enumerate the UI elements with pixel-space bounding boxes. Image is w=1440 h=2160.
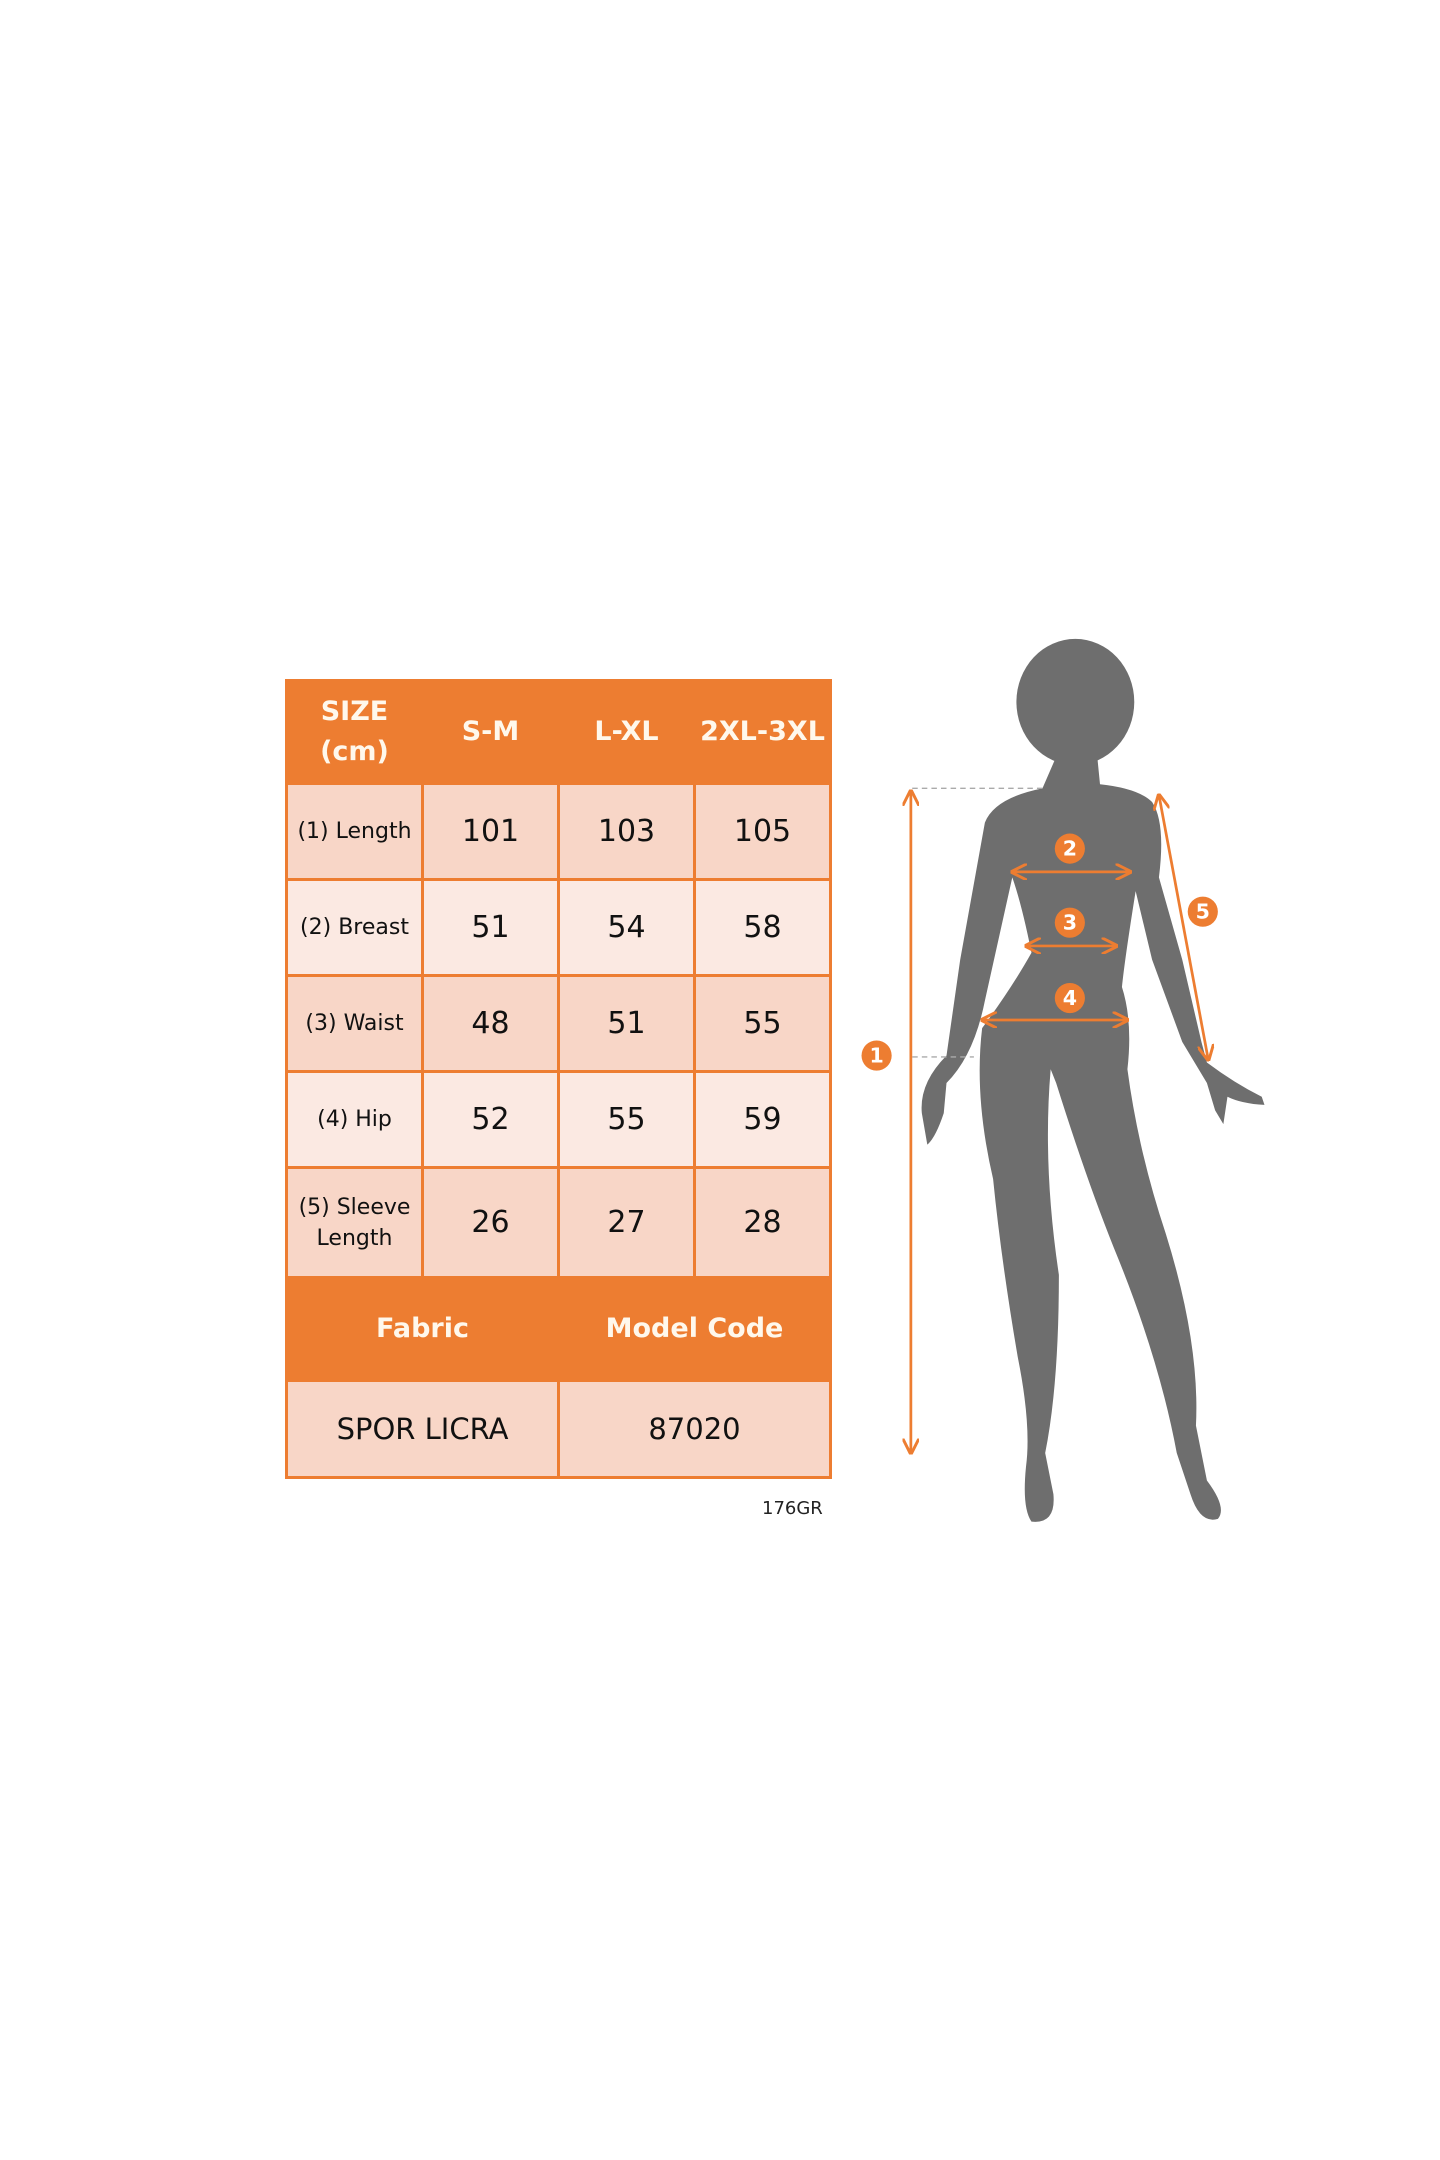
footer-value-row: SPOR LICRA 87020 xyxy=(285,1379,832,1479)
header-size: SIZE (cm) xyxy=(285,679,424,785)
table-row: (3) Waist 48 51 55 xyxy=(285,974,832,1073)
cell: 27 xyxy=(557,1166,696,1279)
cell: 58 xyxy=(693,878,832,977)
cell: 55 xyxy=(693,974,832,1073)
header-2xl-3xl: 2XL-3XL xyxy=(693,679,832,785)
header-l-xl: L-XL xyxy=(557,679,696,785)
model-code-value: 87020 xyxy=(557,1379,832,1479)
markers: 1 2 3 4 5 xyxy=(861,833,1218,1071)
header-model-code: Model Code xyxy=(557,1276,832,1382)
table-row: (1) Length 101 103 105 xyxy=(285,782,832,881)
weight-code: 176GR xyxy=(762,1498,823,1519)
cell: 105 xyxy=(693,782,832,881)
cell: 54 xyxy=(557,878,696,977)
head xyxy=(1016,638,1135,766)
cell: 59 xyxy=(693,1070,832,1169)
cell: 48 xyxy=(421,974,560,1073)
fabric-value: SPOR LICRA xyxy=(285,1379,560,1479)
table-row: (2) Breast 51 54 58 xyxy=(285,878,832,977)
cell: 55 xyxy=(557,1070,696,1169)
cell: 28 xyxy=(693,1166,832,1279)
sleeve-arrow xyxy=(1159,795,1208,1060)
footer-header-row: Fabric Model Code xyxy=(285,1276,832,1382)
marker-2: 2 xyxy=(1063,836,1077,860)
row-label: (5) Sleeve Length xyxy=(285,1166,424,1279)
row-label: (3) Waist xyxy=(285,974,424,1073)
cell: 26 xyxy=(421,1166,560,1279)
cell: 103 xyxy=(557,782,696,881)
marker-1: 1 xyxy=(869,1043,883,1067)
table-header-row: SIZE (cm) S-M L-XL 2XL-3XL xyxy=(285,679,832,785)
marker-4: 4 xyxy=(1063,986,1077,1010)
cell: 51 xyxy=(557,974,696,1073)
row-label: (1) Length xyxy=(285,782,424,881)
header-fabric: Fabric xyxy=(285,1276,560,1382)
cell: 101 xyxy=(421,782,560,881)
row-label: (4) Hip xyxy=(285,1070,424,1169)
cell: 51 xyxy=(421,878,560,977)
row-label: (2) Breast xyxy=(285,878,424,977)
body-measurement-figure: 1 2 3 4 5 xyxy=(861,638,1265,1522)
marker-3: 3 xyxy=(1063,910,1077,934)
cell: 52 xyxy=(421,1070,560,1169)
table-row: (4) Hip 52 55 59 xyxy=(285,1070,832,1169)
measurement-lines xyxy=(911,787,1208,1453)
marker-5: 5 xyxy=(1196,900,1210,924)
table-row: (5) Sleeve Length 26 27 28 xyxy=(285,1166,832,1279)
silhouette xyxy=(921,638,1265,1522)
size-chart-table: SIZE (cm) S-M L-XL 2XL-3XL (1) Length 10… xyxy=(285,679,832,1479)
header-s-m: S-M xyxy=(421,679,560,785)
